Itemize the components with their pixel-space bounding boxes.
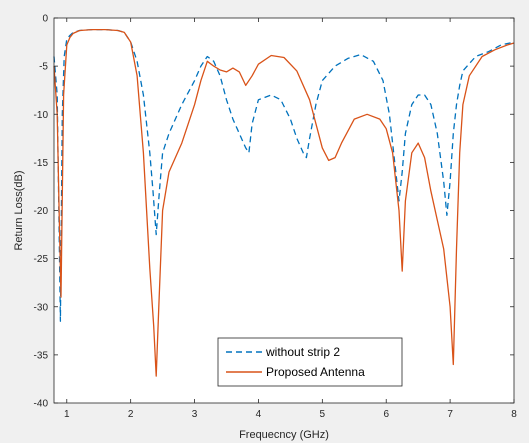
y-tick-label: -5 [39, 62, 48, 73]
y-tick-label: -10 [34, 110, 49, 121]
series-layer [53, 28, 515, 377]
x-tick-label: 2 [128, 409, 134, 420]
x-tick-label: 3 [192, 409, 198, 420]
y-tick-label: -40 [34, 399, 49, 410]
y-tick-label: -20 [34, 206, 49, 217]
y-tick-label: 0 [42, 14, 48, 25]
series-line-1 [53, 28, 515, 377]
legend-box [217, 337, 403, 387]
x-axis-label: Frequecncy (GHz) [239, 429, 329, 441]
y-tick-label: -15 [34, 158, 49, 169]
ticks-layer: 1 2 3 4 5 6 7 8 0 -5 -10 -15 -20 -25 -30 -35 -40 [34, 14, 518, 421]
x-tick-label: 5 [320, 409, 326, 420]
legend-label-proposed-antenna: Proposed Antenna [266, 365, 365, 379]
y-tick-label: -35 [34, 350, 49, 361]
x-tick-label: 6 [383, 409, 389, 420]
legend: without strip 2 Proposed Antenna [217, 337, 403, 387]
x-tick-label: 8 [511, 409, 517, 420]
legend-label-without-strip-2: without strip 2 [265, 345, 340, 359]
y-tick-label: -30 [34, 302, 49, 313]
y-tick-label: -25 [34, 254, 49, 265]
x-tick-label: 1 [64, 409, 70, 420]
y-axis-label: Return Loss(dB) [13, 170, 25, 250]
x-tick-label: 7 [447, 409, 453, 420]
x-tick-label: 4 [256, 409, 262, 420]
